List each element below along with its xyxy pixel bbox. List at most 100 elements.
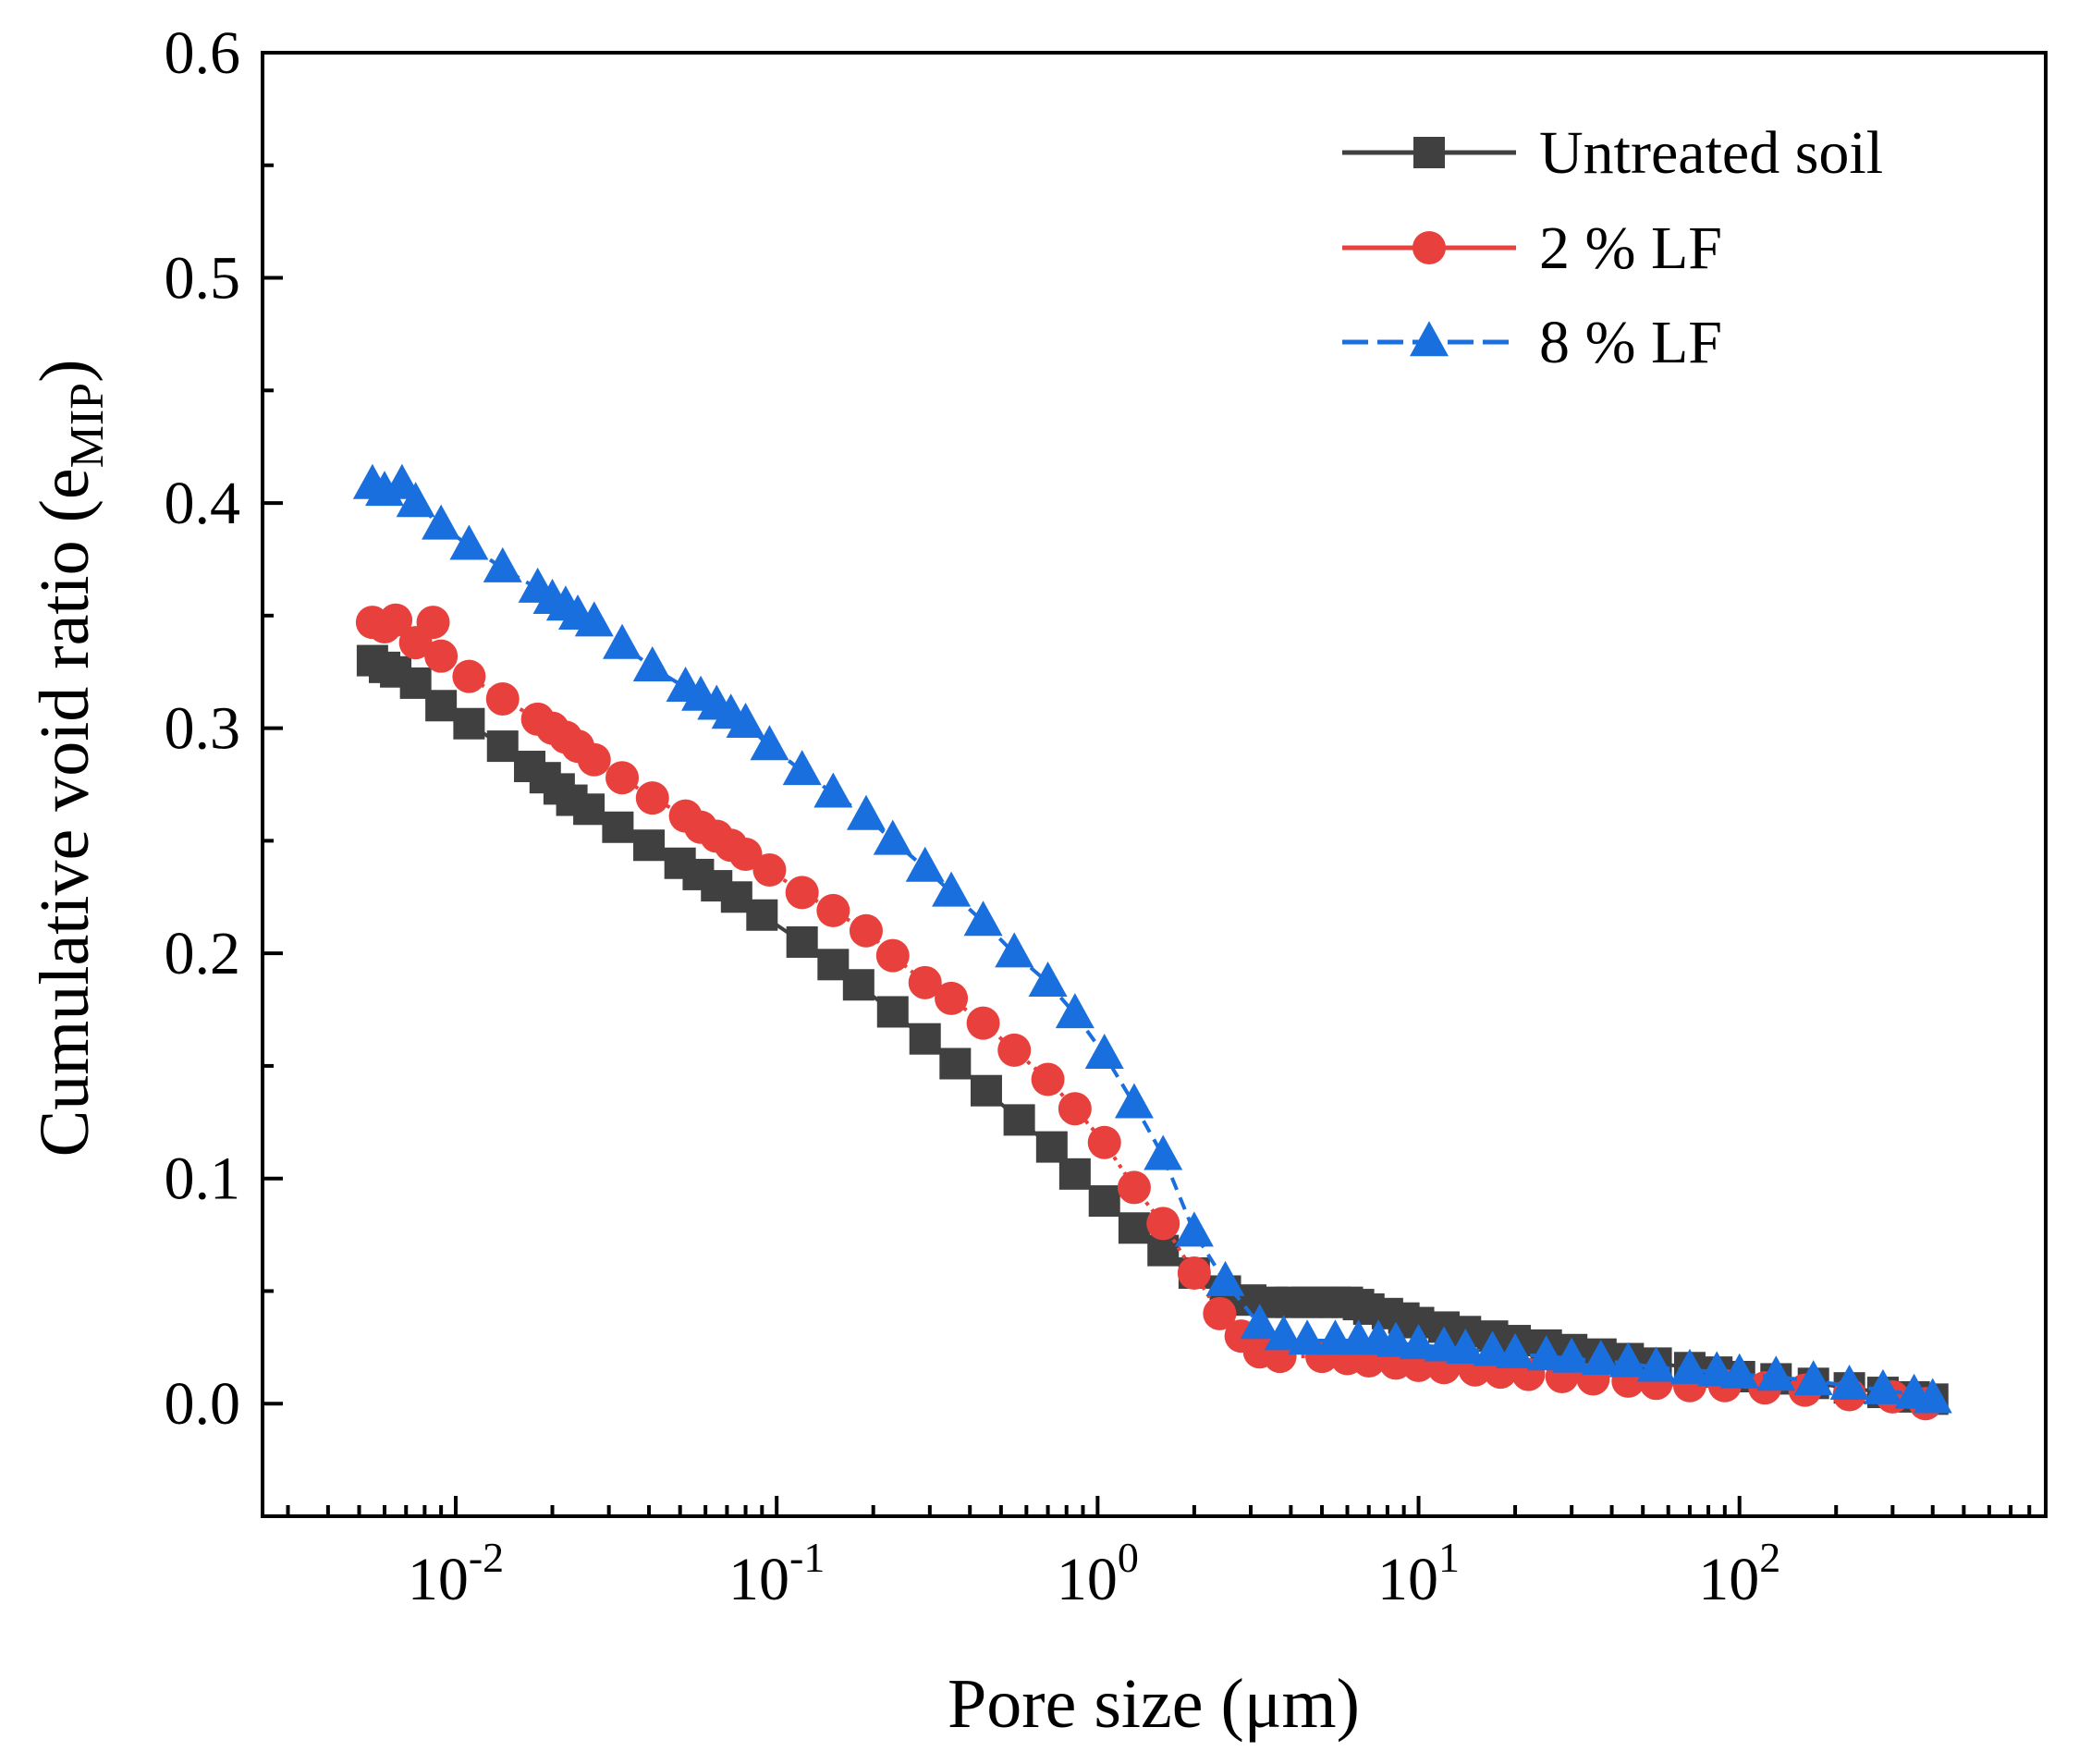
data-point <box>1669 1348 1709 1384</box>
data-point <box>728 837 763 871</box>
x-tick-label: 10-2 <box>408 1534 504 1613</box>
data-point <box>939 1047 972 1080</box>
data-point <box>785 876 819 910</box>
data-point <box>1205 1260 1245 1296</box>
data-point <box>1055 993 1095 1029</box>
data-point <box>1031 1062 1065 1096</box>
series-layer <box>352 463 1952 1421</box>
data-point <box>1058 1092 1092 1126</box>
data-point <box>813 772 853 808</box>
data-point <box>908 965 942 999</box>
data-point <box>1118 1212 1150 1244</box>
data-point <box>1496 1332 1535 1368</box>
data-point <box>905 846 945 882</box>
legend: Untreated soil 2 % LF 8 % LF <box>1342 119 1883 376</box>
data-point <box>997 1033 1032 1067</box>
y-axis-title: Cumulative void ratio (eMIP) <box>26 360 114 1158</box>
legend-marker <box>1413 137 1445 168</box>
data-point <box>1446 1328 1486 1364</box>
data-point <box>449 524 489 560</box>
x-tick-label: 100 <box>1057 1534 1139 1613</box>
data-point <box>635 781 669 815</box>
data-point <box>603 623 642 659</box>
data-point <box>842 969 874 1001</box>
data-point <box>1084 1033 1124 1069</box>
data-point <box>605 761 640 795</box>
data-point <box>1636 1346 1676 1382</box>
data-point <box>782 750 822 786</box>
x-tick-label: 102 <box>1698 1534 1780 1613</box>
y-axis-title-close: ) <box>26 360 104 383</box>
y-tick-label: 0.0 <box>165 1370 241 1438</box>
y-tick-label: 0.4 <box>165 470 241 537</box>
data-point <box>1143 1134 1183 1170</box>
data-point <box>1756 1355 1796 1391</box>
data-point <box>1264 1315 1303 1351</box>
data-point <box>1581 1340 1620 1376</box>
legend-marker <box>1412 231 1446 264</box>
data-point <box>486 730 519 763</box>
data-point <box>573 793 605 826</box>
data-point <box>963 900 1003 937</box>
y-axis-title-sub: MIP <box>61 383 114 468</box>
data-point <box>1058 1158 1091 1190</box>
data-point <box>633 829 666 862</box>
legend-entry-1: 2 % LF <box>1342 214 1722 282</box>
data-point <box>632 646 672 682</box>
legend-marker <box>1410 321 1449 357</box>
data-point <box>453 707 485 740</box>
data-point <box>1088 1185 1120 1218</box>
data-point <box>425 690 458 722</box>
data-point <box>577 742 611 777</box>
data-point <box>873 819 912 855</box>
y-tick-label: 0.2 <box>165 920 241 987</box>
data-point <box>1003 1104 1035 1136</box>
data-point <box>485 681 520 716</box>
x-axis-title: Pore size (μm) <box>948 1665 1360 1743</box>
data-point <box>746 899 778 931</box>
legend-entry-0: Untreated soil <box>1342 119 1883 187</box>
data-point <box>452 659 486 693</box>
data-point <box>1174 1211 1214 1247</box>
data-point <box>602 811 634 843</box>
data-point <box>816 893 850 927</box>
data-point <box>1793 1360 1833 1396</box>
data-point <box>1203 1296 1237 1330</box>
data-point <box>1146 1207 1180 1241</box>
data-point <box>995 932 1034 968</box>
x-tick-label: 10-1 <box>728 1534 825 1613</box>
data-point <box>1552 1337 1592 1373</box>
data-point <box>416 606 450 640</box>
legend-label: 8 % LF <box>1539 309 1722 376</box>
data-point <box>1526 1335 1566 1371</box>
series-2 <box>352 463 1952 1414</box>
data-point <box>422 504 461 540</box>
data-point <box>846 794 886 830</box>
data-point <box>1399 1324 1438 1360</box>
data-point <box>875 938 910 973</box>
data-point <box>379 603 413 637</box>
x-tick-label: 101 <box>1377 1534 1460 1613</box>
legend-label: Untreated soil <box>1539 119 1883 187</box>
data-point <box>1829 1364 1869 1400</box>
data-point <box>396 482 435 518</box>
data-point <box>935 981 969 1015</box>
ticks-layer: 0.0 0.1 0.2 0.3 0.4 0.5 0.6 10-2 10-1 100 101 102 <box>165 19 2048 1613</box>
data-point <box>1913 1378 1952 1414</box>
data-point <box>483 546 522 582</box>
legend-label: 2 % LF <box>1539 214 1722 282</box>
legend-entry-2: 8 % LF <box>1342 309 1722 376</box>
data-point <box>909 1023 941 1055</box>
series-line <box>372 618 1926 1406</box>
data-point <box>966 1006 1000 1040</box>
y-tick-label: 0.6 <box>165 19 241 87</box>
data-point <box>1608 1341 1648 1378</box>
data-point <box>1719 1353 1759 1389</box>
data-point <box>1240 1304 1279 1340</box>
y-tick-label: 0.3 <box>165 695 241 763</box>
data-point <box>970 1074 1002 1107</box>
data-point <box>1114 1083 1154 1119</box>
series-1 <box>355 603 1942 1421</box>
data-point <box>424 639 459 673</box>
